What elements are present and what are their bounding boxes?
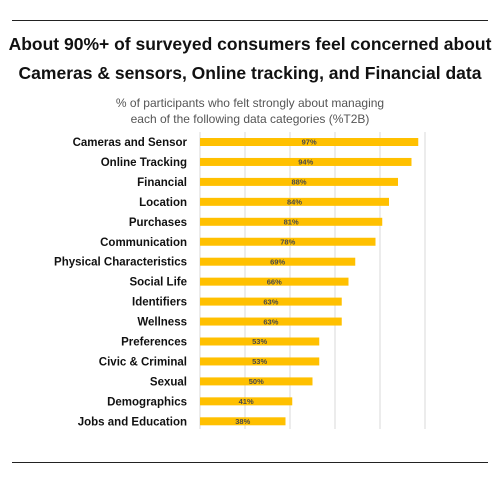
bar [200, 277, 349, 286]
bar [200, 397, 293, 406]
bar [200, 217, 383, 226]
top-divider [12, 20, 488, 21]
bar [200, 138, 419, 146]
category-label: Online Tracking [101, 157, 187, 169]
category-label: Wellness [137, 317, 187, 329]
value-label: 94% [298, 158, 313, 167]
chart-title-line-2: Cameras & sensors, Online tracking, and … [18, 63, 482, 83]
category-label: Physical Characteristics [54, 257, 187, 269]
chart-subtitle-line-1: % of participants who felt strongly abou… [115, 96, 385, 110]
category-label: Location [139, 197, 187, 209]
value-label: 78% [280, 237, 295, 246]
chart-title: About 90%+ of surveyed consumers feel co… [0, 30, 500, 88]
category-label: Sexual [150, 376, 187, 388]
value-label: 53% [252, 337, 267, 346]
category-label: Communication [100, 237, 187, 249]
value-label: 41% [239, 397, 254, 406]
category-label: Jobs and Education [78, 416, 187, 428]
value-label: 53% [252, 357, 267, 366]
value-label: 38% [235, 417, 250, 426]
chart-subtitle: % of participants who felt strongly abou… [60, 95, 440, 127]
bottom-divider [12, 462, 488, 463]
bar [200, 257, 356, 266]
bars [200, 138, 419, 426]
chart-subtitle-line-2: each of the following data categories (%… [130, 112, 370, 126]
category-label: Cameras and Sensor [73, 137, 188, 149]
category-label: Demographics [107, 396, 187, 408]
value-label: 88% [291, 178, 306, 187]
value-labels: 97% 94% 88% 84% 81% 78% 69% 66% 63% 63% 53% 53% 50% 4… [235, 138, 317, 426]
value-label: 84% [287, 198, 302, 207]
value-label: 50% [249, 377, 264, 386]
bar [200, 237, 376, 246]
category-label: Identifiers [132, 297, 187, 309]
value-label: 66% [267, 277, 282, 286]
value-label: 97% [302, 138, 317, 147]
bar [200, 317, 342, 326]
value-label: 63% [263, 297, 278, 306]
bar [200, 337, 320, 346]
category-label: Purchases [129, 217, 187, 229]
value-label: 69% [270, 257, 285, 266]
bar [200, 177, 398, 186]
bar [200, 197, 389, 206]
bar [200, 377, 313, 386]
chart-title-line-1: About 90%+ of surveyed consumers feel co… [8, 34, 492, 54]
category-label: Civic & Criminal [99, 356, 187, 368]
category-labels: Cameras and Sensor Online Tracking Financi… [54, 137, 187, 428]
bar [200, 297, 342, 306]
value-label: 63% [263, 317, 278, 326]
bar [200, 357, 320, 366]
value-label: 81% [284, 218, 299, 227]
category-label: Social Life [129, 277, 187, 289]
category-label: Preferences [121, 337, 187, 349]
category-label: Financial [137, 177, 187, 189]
bar [200, 417, 286, 426]
bar [200, 157, 412, 166]
